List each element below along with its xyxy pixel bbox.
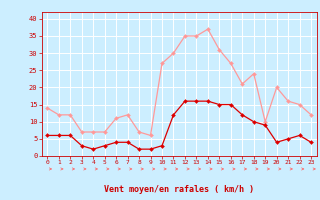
X-axis label: Vent moyen/en rafales ( km/h ): Vent moyen/en rafales ( km/h ) [104, 185, 254, 194]
